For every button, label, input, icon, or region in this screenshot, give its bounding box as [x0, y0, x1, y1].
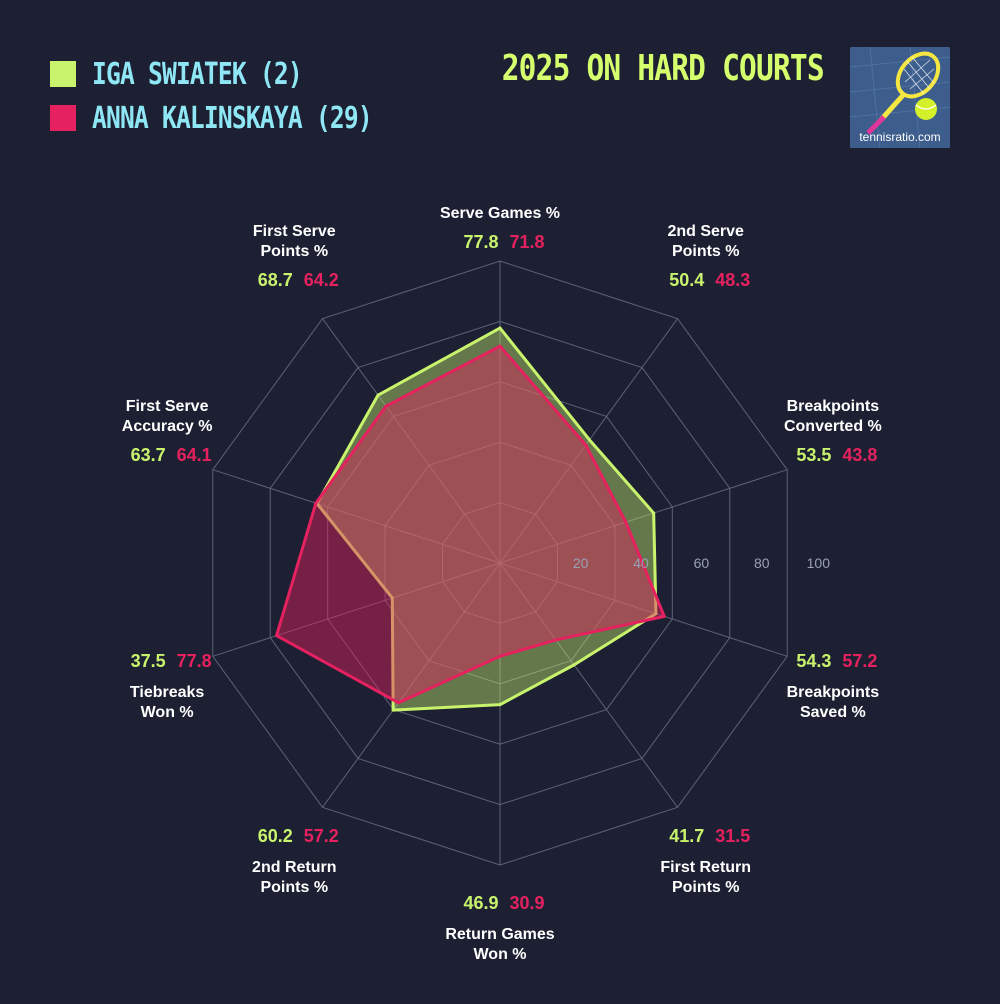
axis-line-2	[499, 469, 788, 564]
axis-line-4	[499, 562, 678, 808]
axis-label-6-1: Points %	[260, 879, 328, 896]
data-label-1-8: 64.1	[177, 445, 212, 465]
data-label-0-4: 41.7	[669, 826, 704, 846]
tick-label-80: 80	[754, 555, 770, 571]
legend: IGA SWIATEK (2) ANNA KALINSKAYA (29)	[50, 52, 433, 140]
data-label-0-5: 46.9	[463, 893, 498, 913]
data-label-1-5: 30.9	[509, 893, 544, 913]
legend-swatch-swiatek	[50, 61, 76, 87]
data-point-1-3	[662, 614, 666, 618]
axis-line-6	[322, 562, 501, 808]
data-point-0-0	[498, 326, 502, 330]
data-point-1-7	[275, 634, 279, 638]
axis-label-3-1: Saved %	[800, 704, 866, 721]
data-label-1-6: 57.2	[304, 826, 339, 846]
axis-line-7	[212, 562, 501, 657]
data-point-1-6	[396, 701, 400, 705]
data-point-1-5	[498, 654, 502, 658]
axis-label-2-0: Breakpoints	[787, 398, 880, 415]
axis-label-4-0: First Return	[660, 859, 751, 876]
data-label-1-4: 31.5	[715, 826, 750, 846]
data-label-1-0: 71.8	[509, 232, 544, 252]
axis-label-2-1: Converted %	[784, 418, 882, 435]
axis-label-3-0: Breakpoints	[787, 684, 880, 701]
axis-label-6-0: 2nd Return	[252, 859, 336, 876]
data-point-1-2	[624, 520, 628, 524]
legend-item-swiatek: IGA SWIATEK (2)	[50, 52, 433, 96]
axis-line-8	[212, 469, 501, 564]
data-label-0-0: 77.8	[463, 232, 498, 252]
data-label-0-9: 68.7	[258, 270, 293, 290]
data-point-1-4	[554, 638, 558, 642]
axis-label-7-1: Won %	[141, 704, 194, 721]
tennisratio-logo[interactable]: tennisratio.com	[850, 47, 950, 148]
data-point-1-1	[584, 443, 588, 447]
axis-label-9-0: First Serve	[253, 223, 336, 240]
data-point-1-9	[384, 404, 388, 408]
data-point-0-4	[572, 663, 576, 667]
data-point-0-5	[498, 703, 502, 707]
data-label-0-6: 60.2	[258, 826, 293, 846]
data-point-0-3	[654, 612, 658, 616]
legend-swatch-kalinskaya	[50, 105, 76, 131]
data-label-0-7: 37.5	[131, 651, 166, 671]
chart-title: 2025 ON HARD COURTS	[501, 48, 825, 89]
data-label-0-1: 50.4	[669, 270, 704, 290]
legend-label-swiatek: IGA SWIATEK (2)	[92, 56, 303, 92]
data-label-1-2: 43.8	[842, 445, 877, 465]
data-label-0-2: 53.5	[796, 445, 831, 465]
data-point-1-8	[314, 501, 318, 505]
axis-label-4-1: Points %	[672, 879, 740, 896]
axis-label-7-0: Tiebreaks	[130, 684, 205, 701]
legend-label-kalinskaya: ANNA KALINSKAYA (29)	[92, 100, 373, 136]
data-label-1-7: 77.8	[177, 651, 212, 671]
data-point-0-6	[391, 708, 395, 712]
axis-label-0-0: Serve Games %	[440, 205, 560, 222]
axis-label-5-1: Won %	[473, 946, 526, 963]
tick-label-20: 20	[573, 555, 589, 571]
data-point-1-0	[498, 344, 502, 348]
axis-label-8-1: Accuracy %	[122, 418, 213, 435]
axis-label-9-1: Points %	[260, 243, 328, 260]
data-label-1-1: 48.3	[715, 270, 750, 290]
legend-item-kalinskaya: ANNA KALINSKAYA (29)	[50, 96, 433, 140]
axis-line-9	[322, 318, 501, 564]
axis-label-5-0: Return Games	[445, 926, 554, 943]
axis-label-8-0: First Serve	[126, 398, 209, 415]
data-label-1-3: 57.2	[842, 651, 877, 671]
data-point-0-1	[587, 438, 591, 442]
data-point-0-7	[390, 596, 394, 600]
tick-label-100: 100	[807, 555, 831, 571]
axis-label-1-0: 2nd Serve	[667, 223, 744, 240]
axis-label-1-1: Points %	[672, 243, 740, 260]
axis-line-3	[499, 562, 788, 657]
tick-label-40: 40	[633, 555, 649, 571]
tick-label-60: 60	[694, 555, 710, 571]
data-label-0-3: 54.3	[796, 651, 831, 671]
data-point-0-9	[376, 393, 380, 397]
logo-text: tennisratio.com	[859, 130, 941, 144]
tennis-racket-icon	[850, 47, 950, 148]
data-label-1-9: 64.2	[304, 270, 339, 290]
data-point-0-2	[652, 511, 656, 515]
data-label-0-8: 63.7	[131, 445, 166, 465]
